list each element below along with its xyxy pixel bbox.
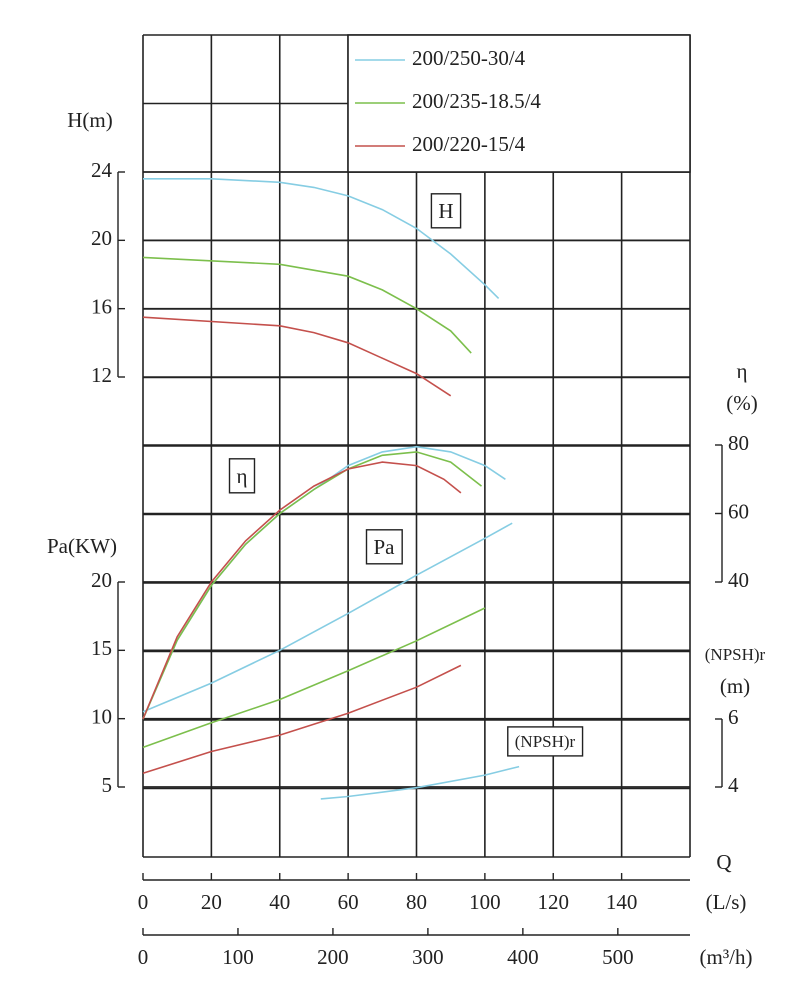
annotation: (NPSH)r: [515, 732, 576, 751]
y-tick-label: 10: [91, 704, 112, 728]
x-tick-label: 60: [338, 890, 359, 914]
x-tick-label: 100: [222, 945, 254, 969]
curve-h: [142, 316, 452, 397]
x-tick-label: 120: [538, 890, 570, 914]
legend-label: 200/235-18.5/4: [412, 89, 541, 113]
annotation: η: [237, 464, 248, 488]
curve-eta: [142, 461, 462, 720]
x-tick-label: 500: [602, 945, 634, 969]
y-tick-label: 15: [91, 636, 112, 660]
x-tick-label: 20: [201, 890, 222, 914]
y-tick-label: 60: [728, 499, 749, 523]
x-tick-label: 140: [606, 890, 638, 914]
x-tick-label: 0: [138, 890, 149, 914]
curve-h: [143, 178, 500, 299]
curve-pa: [142, 607, 486, 749]
annotation: Pa: [374, 535, 396, 559]
y-axis-label: (m): [720, 674, 750, 698]
y-axis-label: (NPSH)r: [705, 645, 766, 664]
curve-h: [142, 256, 472, 354]
y-tick-label: 16: [91, 294, 112, 318]
annotation-box: [507, 726, 584, 757]
curve-pa: [142, 664, 462, 775]
annotation-box: [430, 193, 462, 229]
y-axis-label: η: [737, 359, 748, 383]
x-axis-unit: (m³/h): [700, 945, 753, 969]
x-tick-label: 400: [507, 945, 539, 969]
x-tick-label: 0: [138, 945, 149, 969]
y-tick-label: 24: [91, 158, 113, 182]
x-tick-label: 100: [469, 890, 501, 914]
y-tick-label: 6: [728, 705, 739, 729]
x-tick-label: 300: [412, 945, 444, 969]
annotation-box: [228, 458, 256, 494]
y-tick-label: 80: [728, 431, 749, 455]
x-tick-label: 200: [317, 945, 349, 969]
y-tick-label: 12: [91, 363, 112, 387]
annotation: H: [438, 199, 453, 223]
y-tick-label: 40: [728, 568, 749, 592]
y-tick-label: 20: [91, 226, 112, 250]
x-tick-label: 80: [406, 890, 427, 914]
x-axis-unit: (L/s): [706, 890, 747, 914]
y-axis-label: H(m): [67, 108, 113, 132]
y-tick-label: 5: [102, 773, 113, 797]
x-tick-label: 40: [269, 890, 290, 914]
y-tick-label: 20: [91, 568, 112, 592]
legend-label: 200/220-15/4: [412, 132, 526, 156]
curve-pa: [142, 522, 513, 713]
y-axis-label: (%): [726, 391, 757, 415]
curve-npshr: [320, 765, 520, 800]
annotation-box: [365, 529, 403, 565]
y-axis-label: Pa(KW): [47, 534, 117, 558]
y-tick-label: 4: [728, 773, 739, 797]
x-axis-label: Q: [716, 850, 731, 874]
curve-eta: [142, 451, 482, 720]
legend-label: 200/250-30/4: [412, 46, 526, 70]
